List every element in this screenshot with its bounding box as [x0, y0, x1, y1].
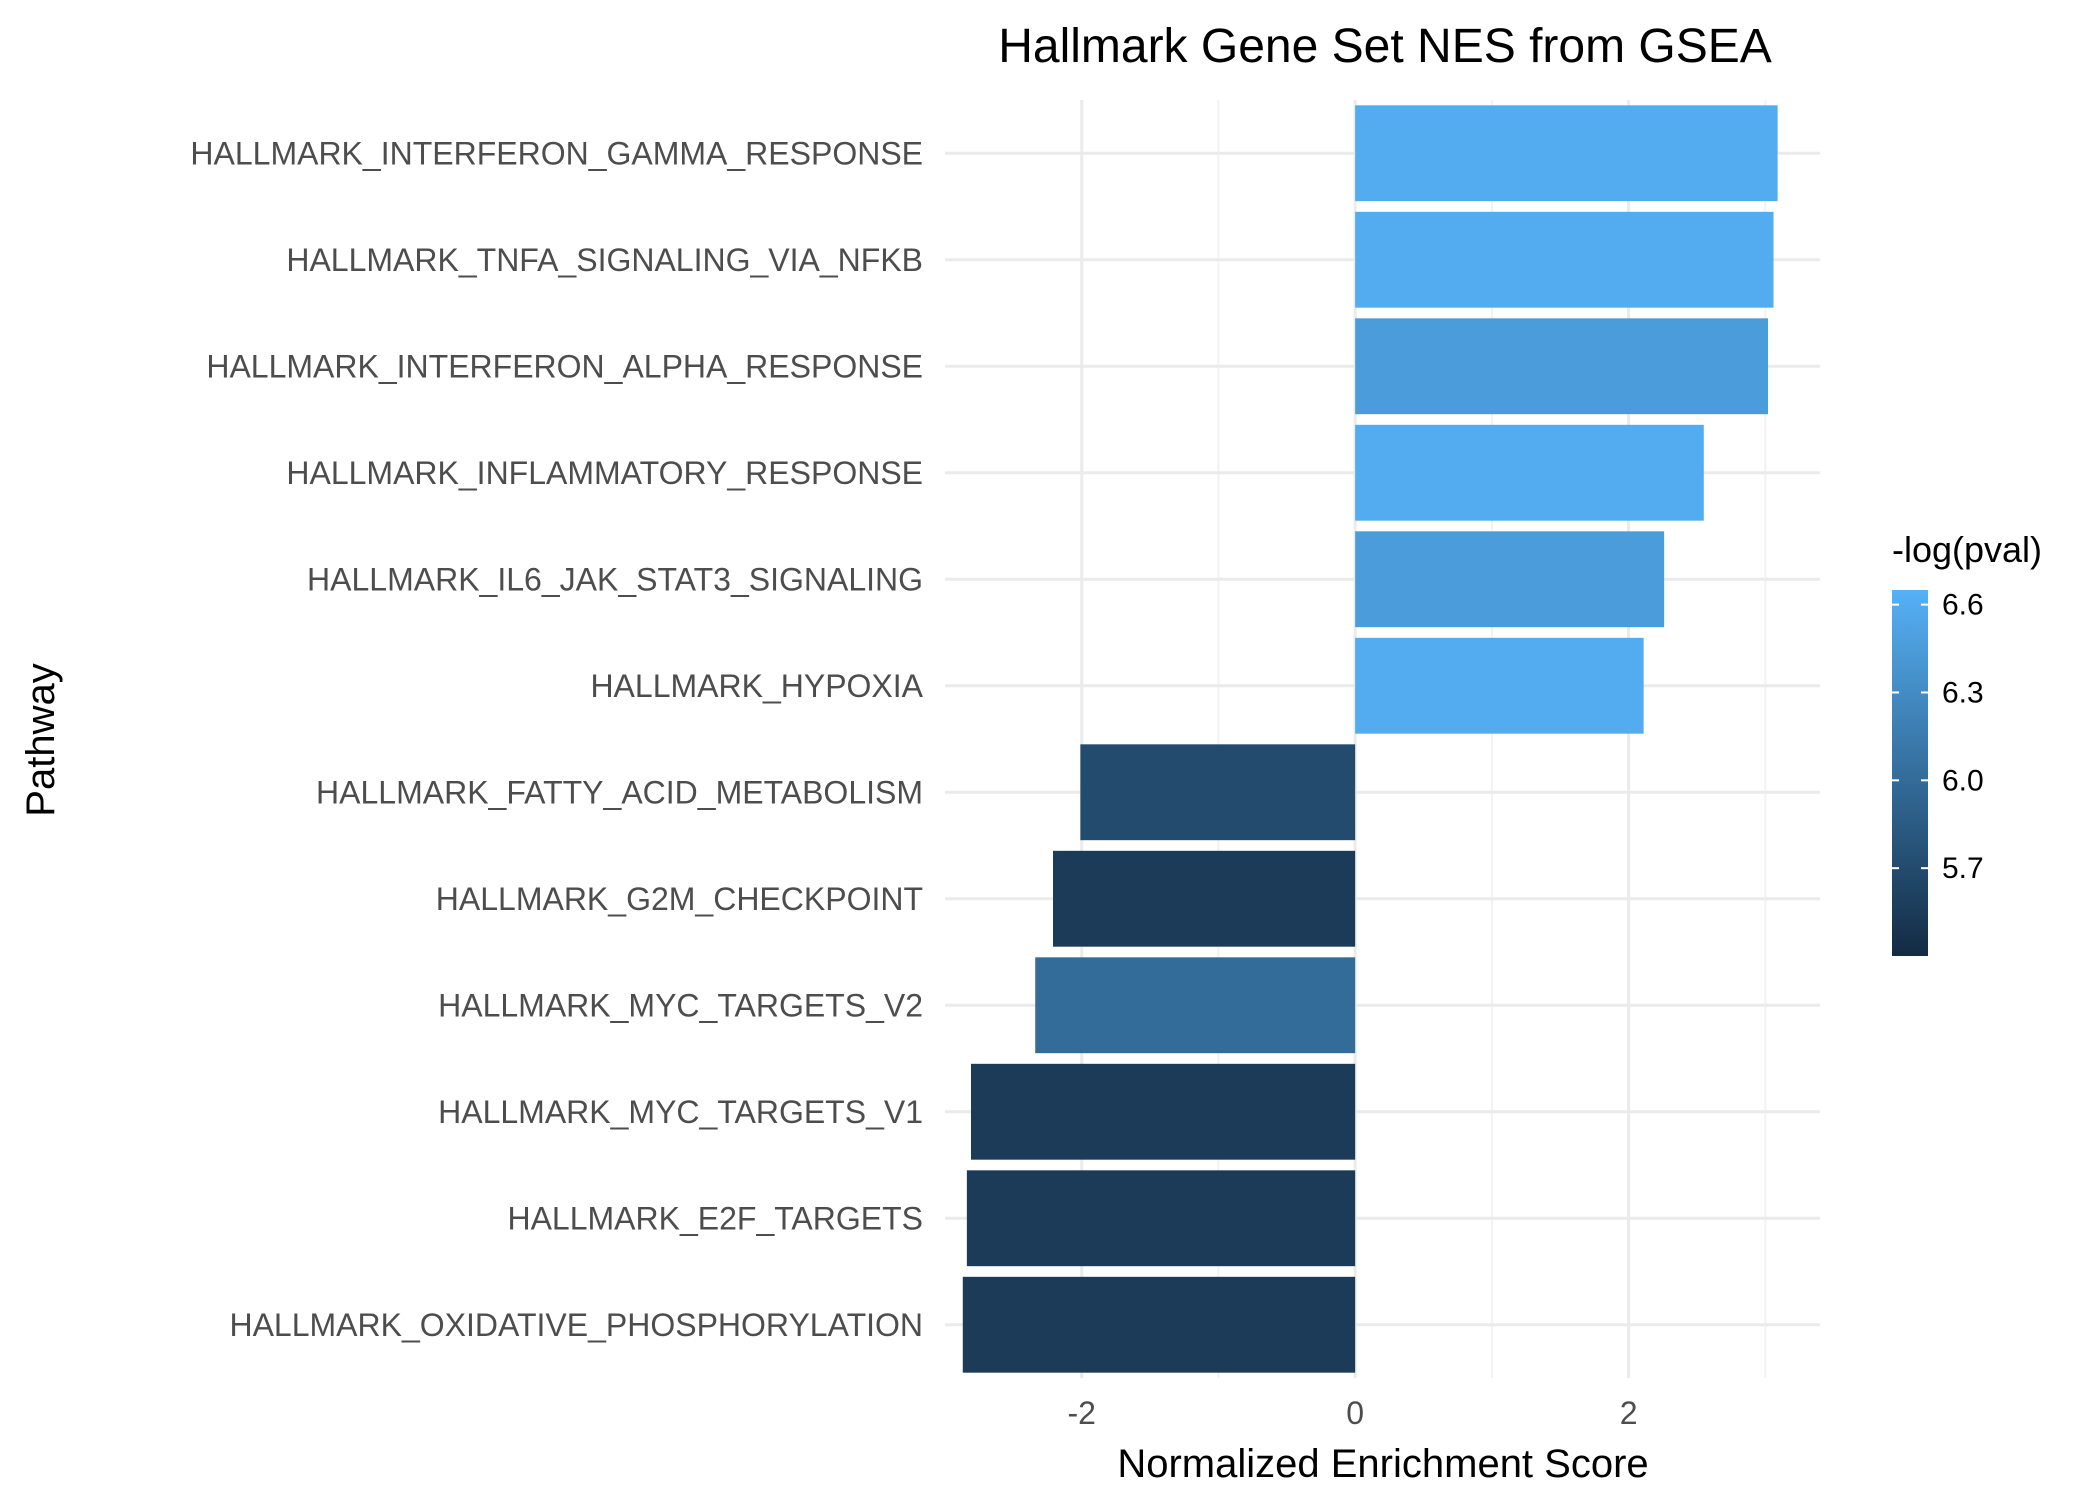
- category-label: HALLMARK_G2M_CHECKPOINT: [436, 881, 923, 917]
- category-label: HALLMARK_E2F_TARGETS: [507, 1200, 923, 1236]
- category-label: HALLMARK_HYPOXIA: [590, 668, 923, 704]
- chart-title: Hallmark Gene Set NES from GSEA: [998, 20, 1772, 73]
- colorbar-tick-label: 6.6: [1942, 589, 1984, 622]
- category-label: HALLMARK_INTERFERON_GAMMA_RESPONSE: [190, 135, 923, 171]
- x-tick-labels: -2 0 2: [1067, 1395, 1637, 1431]
- colorbar-tick-label: 6.0: [1942, 764, 1984, 797]
- bar: [1355, 211, 1774, 308]
- bars: [962, 105, 1778, 1373]
- bar: [1053, 850, 1356, 947]
- category-labels: HALLMARK_INTERFERON_GAMMA_RESPONSE HALLMA…: [190, 135, 923, 1343]
- x-tick-label: 2: [1620, 1395, 1638, 1431]
- category-label: HALLMARK_INFLAMMATORY_RESPONSE: [286, 455, 923, 491]
- colorbar: [1892, 590, 1928, 956]
- grid-lines: [945, 100, 1820, 1378]
- bar: [1355, 637, 1644, 734]
- colorbar-legend: -log(pval) 6.6 6.3 6.0 5.7: [1892, 529, 2042, 956]
- legend-title: -log(pval): [1892, 529, 2042, 570]
- category-label: HALLMARK_FATTY_ACID_METABOLISM: [316, 774, 923, 810]
- bar: [970, 1063, 1356, 1160]
- category-label: HALLMARK_INTERFERON_ALPHA_RESPONSE: [206, 348, 923, 384]
- category-label: HALLMARK_MYC_TARGETS_V1: [438, 1094, 923, 1130]
- colorbar-tick-label: 6.3: [1942, 676, 1984, 709]
- category-label: HALLMARK_IL6_JAK_STAT3_SIGNALING: [307, 561, 923, 597]
- bar: [1355, 318, 1769, 415]
- category-label: HALLMARK_TNFA_SIGNALING_VIA_NFKB: [286, 242, 923, 278]
- bar: [1355, 531, 1665, 628]
- category-label: HALLMARK_MYC_TARGETS_V2: [438, 987, 923, 1023]
- colorbar-ticks: 6.6 6.3 6.0 5.7: [1892, 589, 1984, 885]
- colorbar-tick-label: 5.7: [1942, 852, 1984, 885]
- bar: [1355, 424, 1704, 521]
- bar: [1355, 105, 1778, 202]
- category-label: HALLMARK_OXIDATIVE_PHOSPHORYLATION: [229, 1307, 923, 1343]
- x-tick-label: 0: [1346, 1395, 1364, 1431]
- bar: [966, 1170, 1356, 1267]
- y-axis-title: Pathway: [19, 663, 63, 816]
- bar: [1080, 744, 1356, 841]
- x-tick-label: -2: [1067, 1395, 1095, 1431]
- bar: [1035, 957, 1356, 1054]
- x-axis-title: Normalized Enrichment Score: [1117, 1442, 1648, 1486]
- bar: [962, 1276, 1356, 1373]
